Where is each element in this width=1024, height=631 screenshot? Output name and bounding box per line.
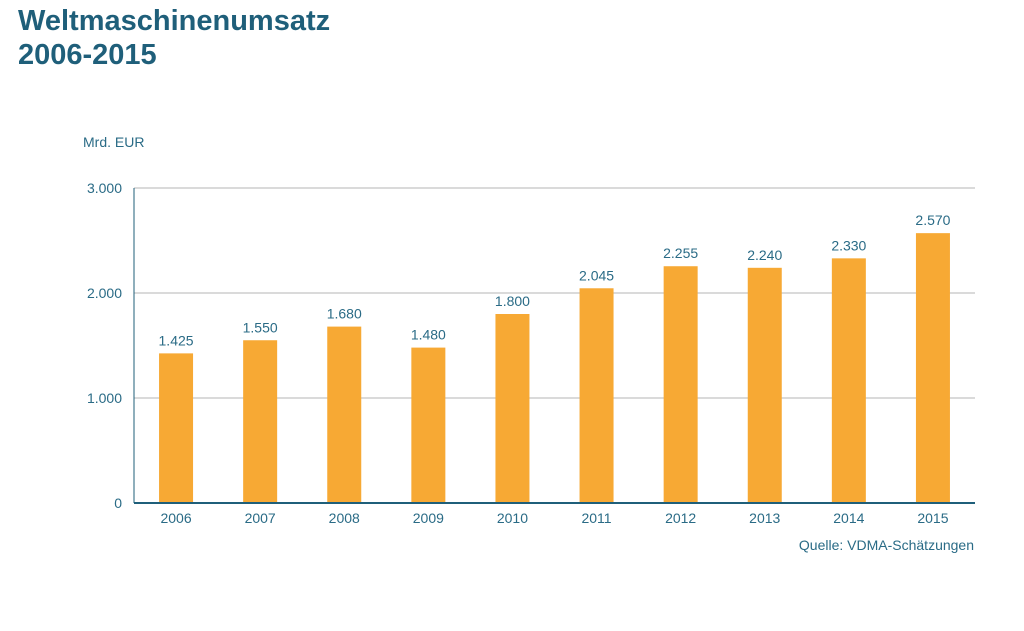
bar — [411, 347, 446, 503]
bar — [159, 353, 194, 503]
x-tick-label: 2009 — [413, 510, 444, 526]
data-label: 1.550 — [243, 319, 278, 335]
x-tick-label: 2013 — [749, 510, 780, 526]
data-label: 1.425 — [159, 332, 194, 348]
bar — [579, 288, 614, 503]
bar — [831, 258, 866, 503]
data-label: 1.800 — [495, 293, 530, 309]
bar — [663, 266, 698, 503]
data-label: 2.255 — [663, 245, 698, 261]
data-label: 2.570 — [915, 212, 950, 228]
y-tick-label: 2.000 — [87, 285, 122, 301]
y-tick-label: 3.000 — [87, 180, 122, 196]
data-label: 2.330 — [831, 237, 866, 253]
x-tick-label: 2015 — [917, 510, 948, 526]
x-tick-label: 2014 — [833, 510, 864, 526]
chart-title: Weltmaschinenumsatz 2006-2015 — [18, 4, 330, 72]
source-note: Quelle: VDMA-Schätzungen — [798, 537, 974, 553]
chart-title-line1: Weltmaschinenumsatz — [18, 5, 331, 37]
data-label: 1.480 — [411, 327, 446, 343]
x-tick-label: 2007 — [245, 510, 276, 526]
x-tick-label: 2008 — [329, 510, 360, 526]
data-label: 2.240 — [747, 247, 782, 263]
y-tick-label: 0 — [114, 495, 122, 511]
y-tick-label: 1.000 — [87, 390, 122, 406]
chart-title-line2: 2006-2015 — [18, 39, 157, 71]
data-label: 2.045 — [579, 267, 614, 283]
x-tick-label: 2012 — [665, 510, 696, 526]
bar — [243, 340, 278, 503]
bar — [915, 233, 950, 503]
x-tick-label: 2006 — [160, 510, 191, 526]
x-tick-label: 2010 — [497, 510, 528, 526]
bar — [327, 326, 362, 503]
data-label: 1.680 — [327, 306, 362, 322]
bar — [747, 267, 782, 503]
x-tick-label: 2011 — [581, 510, 611, 526]
y-axis-unit-label: Mrd. EUR — [83, 134, 145, 150]
bar — [495, 314, 530, 503]
